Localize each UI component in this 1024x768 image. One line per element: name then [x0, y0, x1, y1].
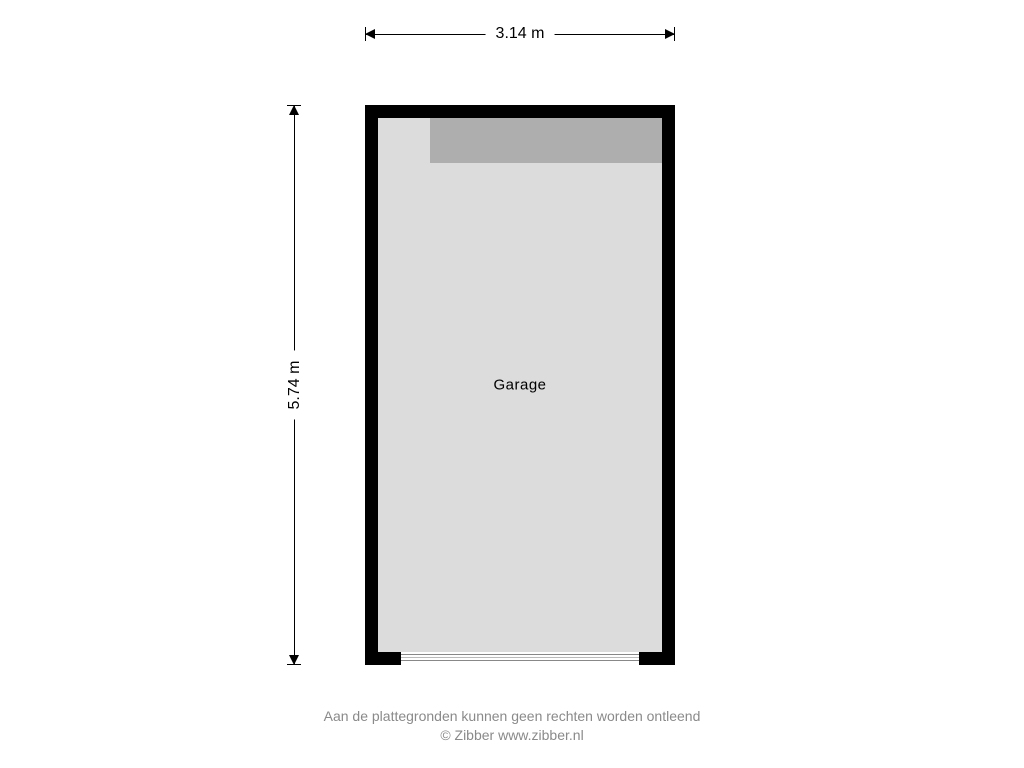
floorplan-canvas: 3.14 m 5.74 m Garage Aan de plattegronde… [0, 0, 1024, 768]
dimension-height-arrow-bottom [289, 655, 299, 665]
dimension-height: 5.74 m [280, 105, 310, 665]
room-label: Garage [493, 377, 546, 394]
room-garage: Garage [365, 105, 675, 665]
dimension-width-label: 3.14 m [486, 20, 555, 48]
dimension-height-arrow-top [289, 105, 299, 115]
dimension-height-label: 5.74 m [286, 351, 304, 420]
footer-disclaimer: Aan de plattegronden kunnen geen rechten… [0, 707, 1024, 727]
footer: Aan de plattegronden kunnen geen rechten… [0, 707, 1024, 746]
dimension-width-arrow-right [665, 29, 675, 39]
room-interior: Garage [378, 118, 662, 652]
garage-door-track [401, 654, 639, 661]
dimension-width-arrow-left [365, 29, 375, 39]
footer-copyright: © Zibber www.zibber.nl [0, 726, 1024, 746]
ceiling-element [430, 118, 662, 163]
dimension-width: 3.14 m [365, 20, 675, 50]
